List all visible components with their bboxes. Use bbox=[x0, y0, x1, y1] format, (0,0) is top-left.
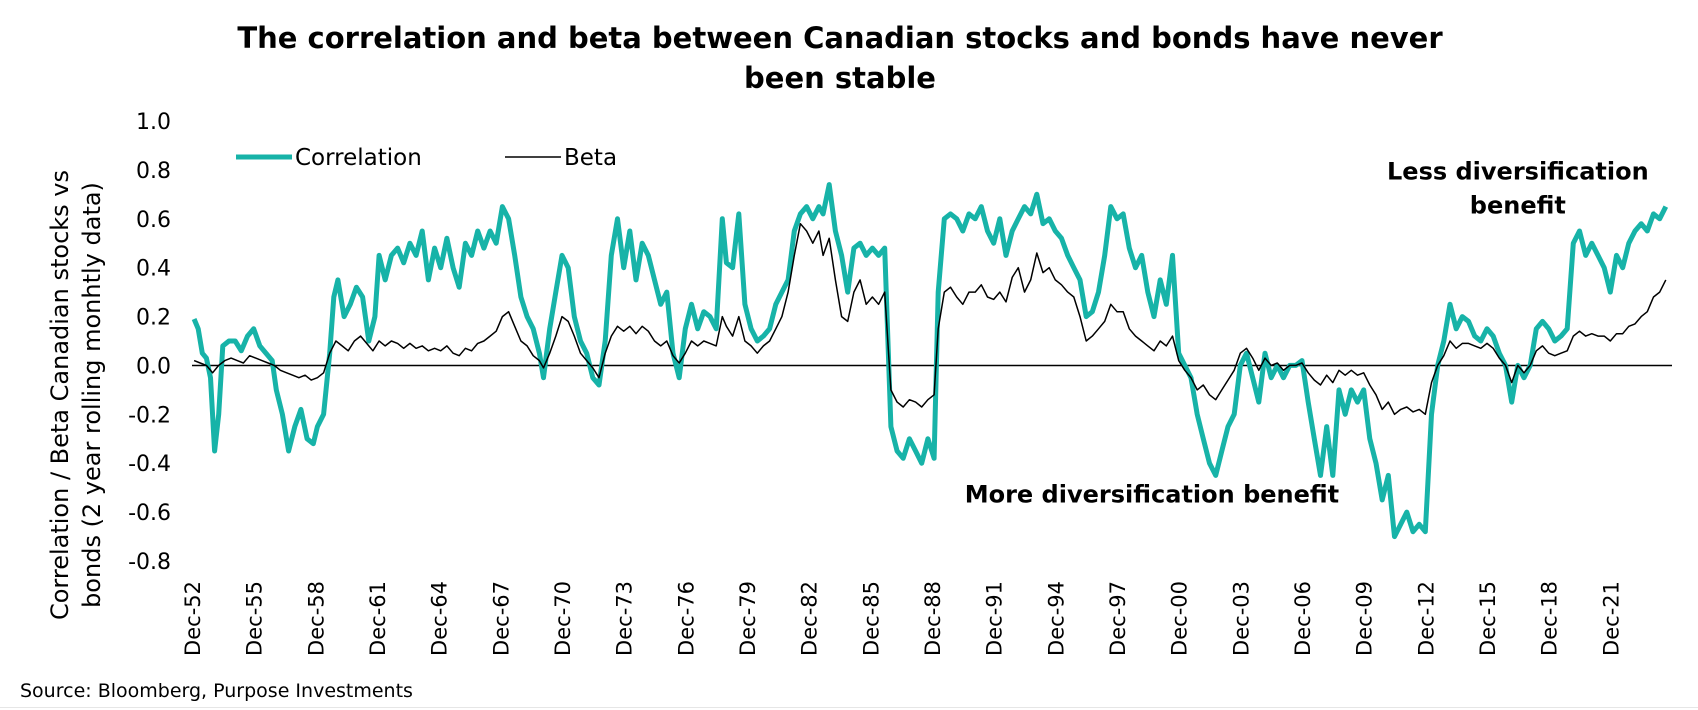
x-tick-label: Dec-67 bbox=[489, 581, 513, 656]
legend: Correlation Beta bbox=[236, 145, 617, 171]
annotation-more-diversification: More diversification benefit bbox=[965, 480, 1339, 508]
bottom-divider bbox=[0, 707, 1698, 708]
x-tick-label: Dec-91 bbox=[983, 581, 1007, 656]
x-tick-label: Dec-82 bbox=[798, 581, 822, 656]
y-tick-label: -0.2 bbox=[128, 403, 171, 428]
y-tick-label: 0.2 bbox=[136, 306, 171, 331]
x-tick-label: Dec-18 bbox=[1538, 581, 1562, 656]
chart-title-line1: The correlation and beta between Canadia… bbox=[237, 21, 1443, 55]
x-axis-ticks: Dec-52 Dec-55 Dec-58 Dec-61 Dec-64 Dec-67 Dec-… bbox=[181, 581, 1623, 656]
y-tick-label: 0.8 bbox=[136, 159, 171, 184]
y-tick-label: -0.6 bbox=[128, 501, 171, 526]
x-tick-label: Dec-73 bbox=[613, 581, 637, 656]
x-tick-label: Dec-76 bbox=[674, 581, 698, 656]
annotation-less-diversification-line2: benefit bbox=[1470, 192, 1566, 220]
x-tick-label: Dec-06 bbox=[1291, 581, 1315, 656]
x-tick-label: Dec-85 bbox=[859, 581, 883, 656]
x-tick-label: Dec-03 bbox=[1229, 581, 1253, 656]
y-tick-label: 0.0 bbox=[136, 354, 171, 379]
x-tick-label: Dec-79 bbox=[736, 581, 760, 656]
x-tick-label: Dec-88 bbox=[921, 581, 945, 656]
x-tick-label: Dec-70 bbox=[551, 581, 575, 656]
series-layer bbox=[191, 182, 1669, 540]
x-tick-label: Dec-12 bbox=[1414, 581, 1438, 656]
y-tick-label: 0.6 bbox=[136, 208, 171, 233]
x-tick-label: Dec-61 bbox=[366, 581, 390, 656]
y-tick-label: -0.8 bbox=[128, 550, 171, 575]
chart-canvas: 1.0 0.8 0.6 0.4 0.2 0.0 -0.2 -0.4 -0.6 -0.8 Dec-5… bbox=[46, 110, 1672, 656]
x-tick-label: Dec-97 bbox=[1106, 581, 1130, 656]
x-tick-label: Dec-64 bbox=[428, 581, 452, 656]
x-tick-label: Dec-94 bbox=[1044, 581, 1068, 656]
y-axis-label: Correlation / Beta Canadian stocks vs bo… bbox=[46, 170, 106, 620]
chart-title: The correlation and beta between Canadia… bbox=[180, 18, 1500, 98]
x-tick-label: Dec-52 bbox=[181, 581, 205, 656]
y-tick-label: -0.4 bbox=[128, 452, 171, 477]
x-tick-label: Dec-15 bbox=[1476, 581, 1500, 656]
legend-label-correlation: Correlation bbox=[295, 145, 422, 171]
y-axis-ticks: 1.0 0.8 0.6 0.4 0.2 0.0 -0.2 -0.4 -0.6 -0.8 bbox=[128, 110, 171, 575]
x-tick-label: Dec-21 bbox=[1599, 581, 1623, 656]
series-line-correlation bbox=[191, 182, 1669, 540]
series-line-beta bbox=[193, 222, 1667, 416]
x-tick-label: Dec-09 bbox=[1353, 581, 1377, 656]
legend-label-beta: Beta bbox=[564, 145, 617, 171]
chart-title-line2: been stable bbox=[744, 61, 936, 95]
source-note: Source: Bloomberg, Purpose Investments bbox=[20, 680, 413, 702]
y-axis-label-line1: Correlation / Beta Canadian stocks vs bbox=[46, 170, 74, 620]
annotation-less-diversification-line1: Less diversification bbox=[1387, 158, 1649, 186]
x-tick-label: Dec-00 bbox=[1168, 581, 1192, 656]
x-tick-label: Dec-55 bbox=[243, 581, 267, 656]
y-tick-label: 0.4 bbox=[136, 257, 171, 282]
y-axis-label-line2: bonds (2 year rolling monhtly data) bbox=[78, 182, 106, 608]
x-tick-label: Dec-58 bbox=[304, 581, 328, 656]
y-tick-label: 1.0 bbox=[136, 110, 171, 135]
